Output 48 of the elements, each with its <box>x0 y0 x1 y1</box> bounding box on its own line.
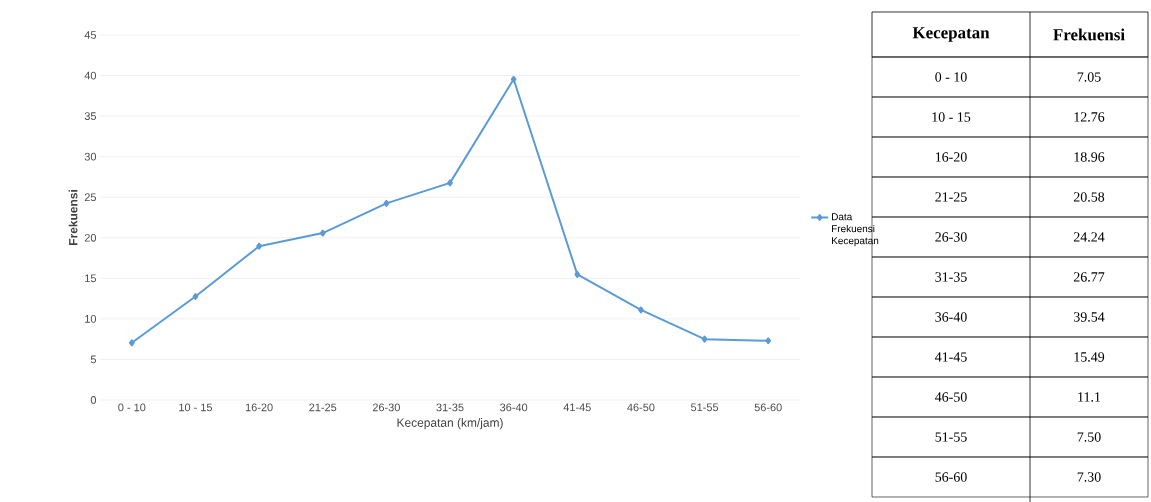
text: 11.1 <box>1078 392 1101 402</box>
text: 7.05 <box>1077 72 1101 82</box>
text: Kecepatan <box>912 26 990 42</box>
category-label: 10 - 15 <box>932 112 971 122</box>
category-label: 0 - 10 <box>935 72 967 82</box>
text: 15.49 <box>1074 352 1105 362</box>
category-label: 46-50 <box>935 392 967 402</box>
y-tick-label: 35 <box>84 112 97 120</box>
y-tick-label: 20 <box>84 233 97 242</box>
x-axis-title: Kecepatan (km/jam) <box>397 417 503 430</box>
y-tick-label: 10 <box>85 314 97 323</box>
y-axis-title: Frekuensi <box>68 189 78 245</box>
y-tick-label: 40 <box>84 71 97 80</box>
x-tick-label: 36-40 <box>500 403 528 412</box>
text: 24.24 <box>1073 232 1105 242</box>
x-tick-label: 16-20 <box>245 403 273 412</box>
y-tick-label: 15 <box>85 274 97 282</box>
category-label: 56-60 <box>935 472 967 482</box>
text: 26.77 <box>1073 272 1105 282</box>
x-tick-label: 26-30 <box>372 403 400 412</box>
text: Frekuensi <box>1053 28 1125 41</box>
category-label: 26-30 <box>935 232 967 242</box>
x-tick-label: 46-50 <box>627 403 655 412</box>
y-tick-label: 25 <box>84 193 97 201</box>
x-tick-label: 56-60 <box>754 403 782 412</box>
category-label: 41-45 <box>935 352 967 362</box>
x-tick-label: 31-35 <box>436 403 464 412</box>
text: 12.76 <box>1074 112 1105 122</box>
text: 20.58 <box>1073 192 1105 202</box>
category-label: 31-35 <box>935 272 967 282</box>
category-label: 36-40 <box>935 312 967 322</box>
x-tick-label: 41-45 <box>563 403 591 411</box>
legend-label: Data Frekuensi Kecepatan <box>832 213 879 246</box>
text: 7.30 <box>1077 472 1101 482</box>
x-tick-label: 51-55 <box>690 403 719 411</box>
y-tick-label: 0 <box>90 395 97 404</box>
text: 39.54 <box>1073 312 1105 322</box>
y-tick-label: 45 <box>84 30 97 39</box>
category-label: 16-20 <box>935 152 967 162</box>
category-label: 51-55 <box>935 432 967 442</box>
y-tick-label: 5 <box>90 355 97 364</box>
y-tick-label: 30 <box>84 152 97 161</box>
text: 18.96 <box>1074 152 1105 162</box>
x-tick-label: 21-25 <box>309 403 337 412</box>
text: 7.50 <box>1077 432 1101 442</box>
x-tick-label: 0 - 10 <box>118 403 146 412</box>
category-label: 21-25 <box>935 192 967 202</box>
x-tick-label: 10 - 15 <box>179 403 213 412</box>
